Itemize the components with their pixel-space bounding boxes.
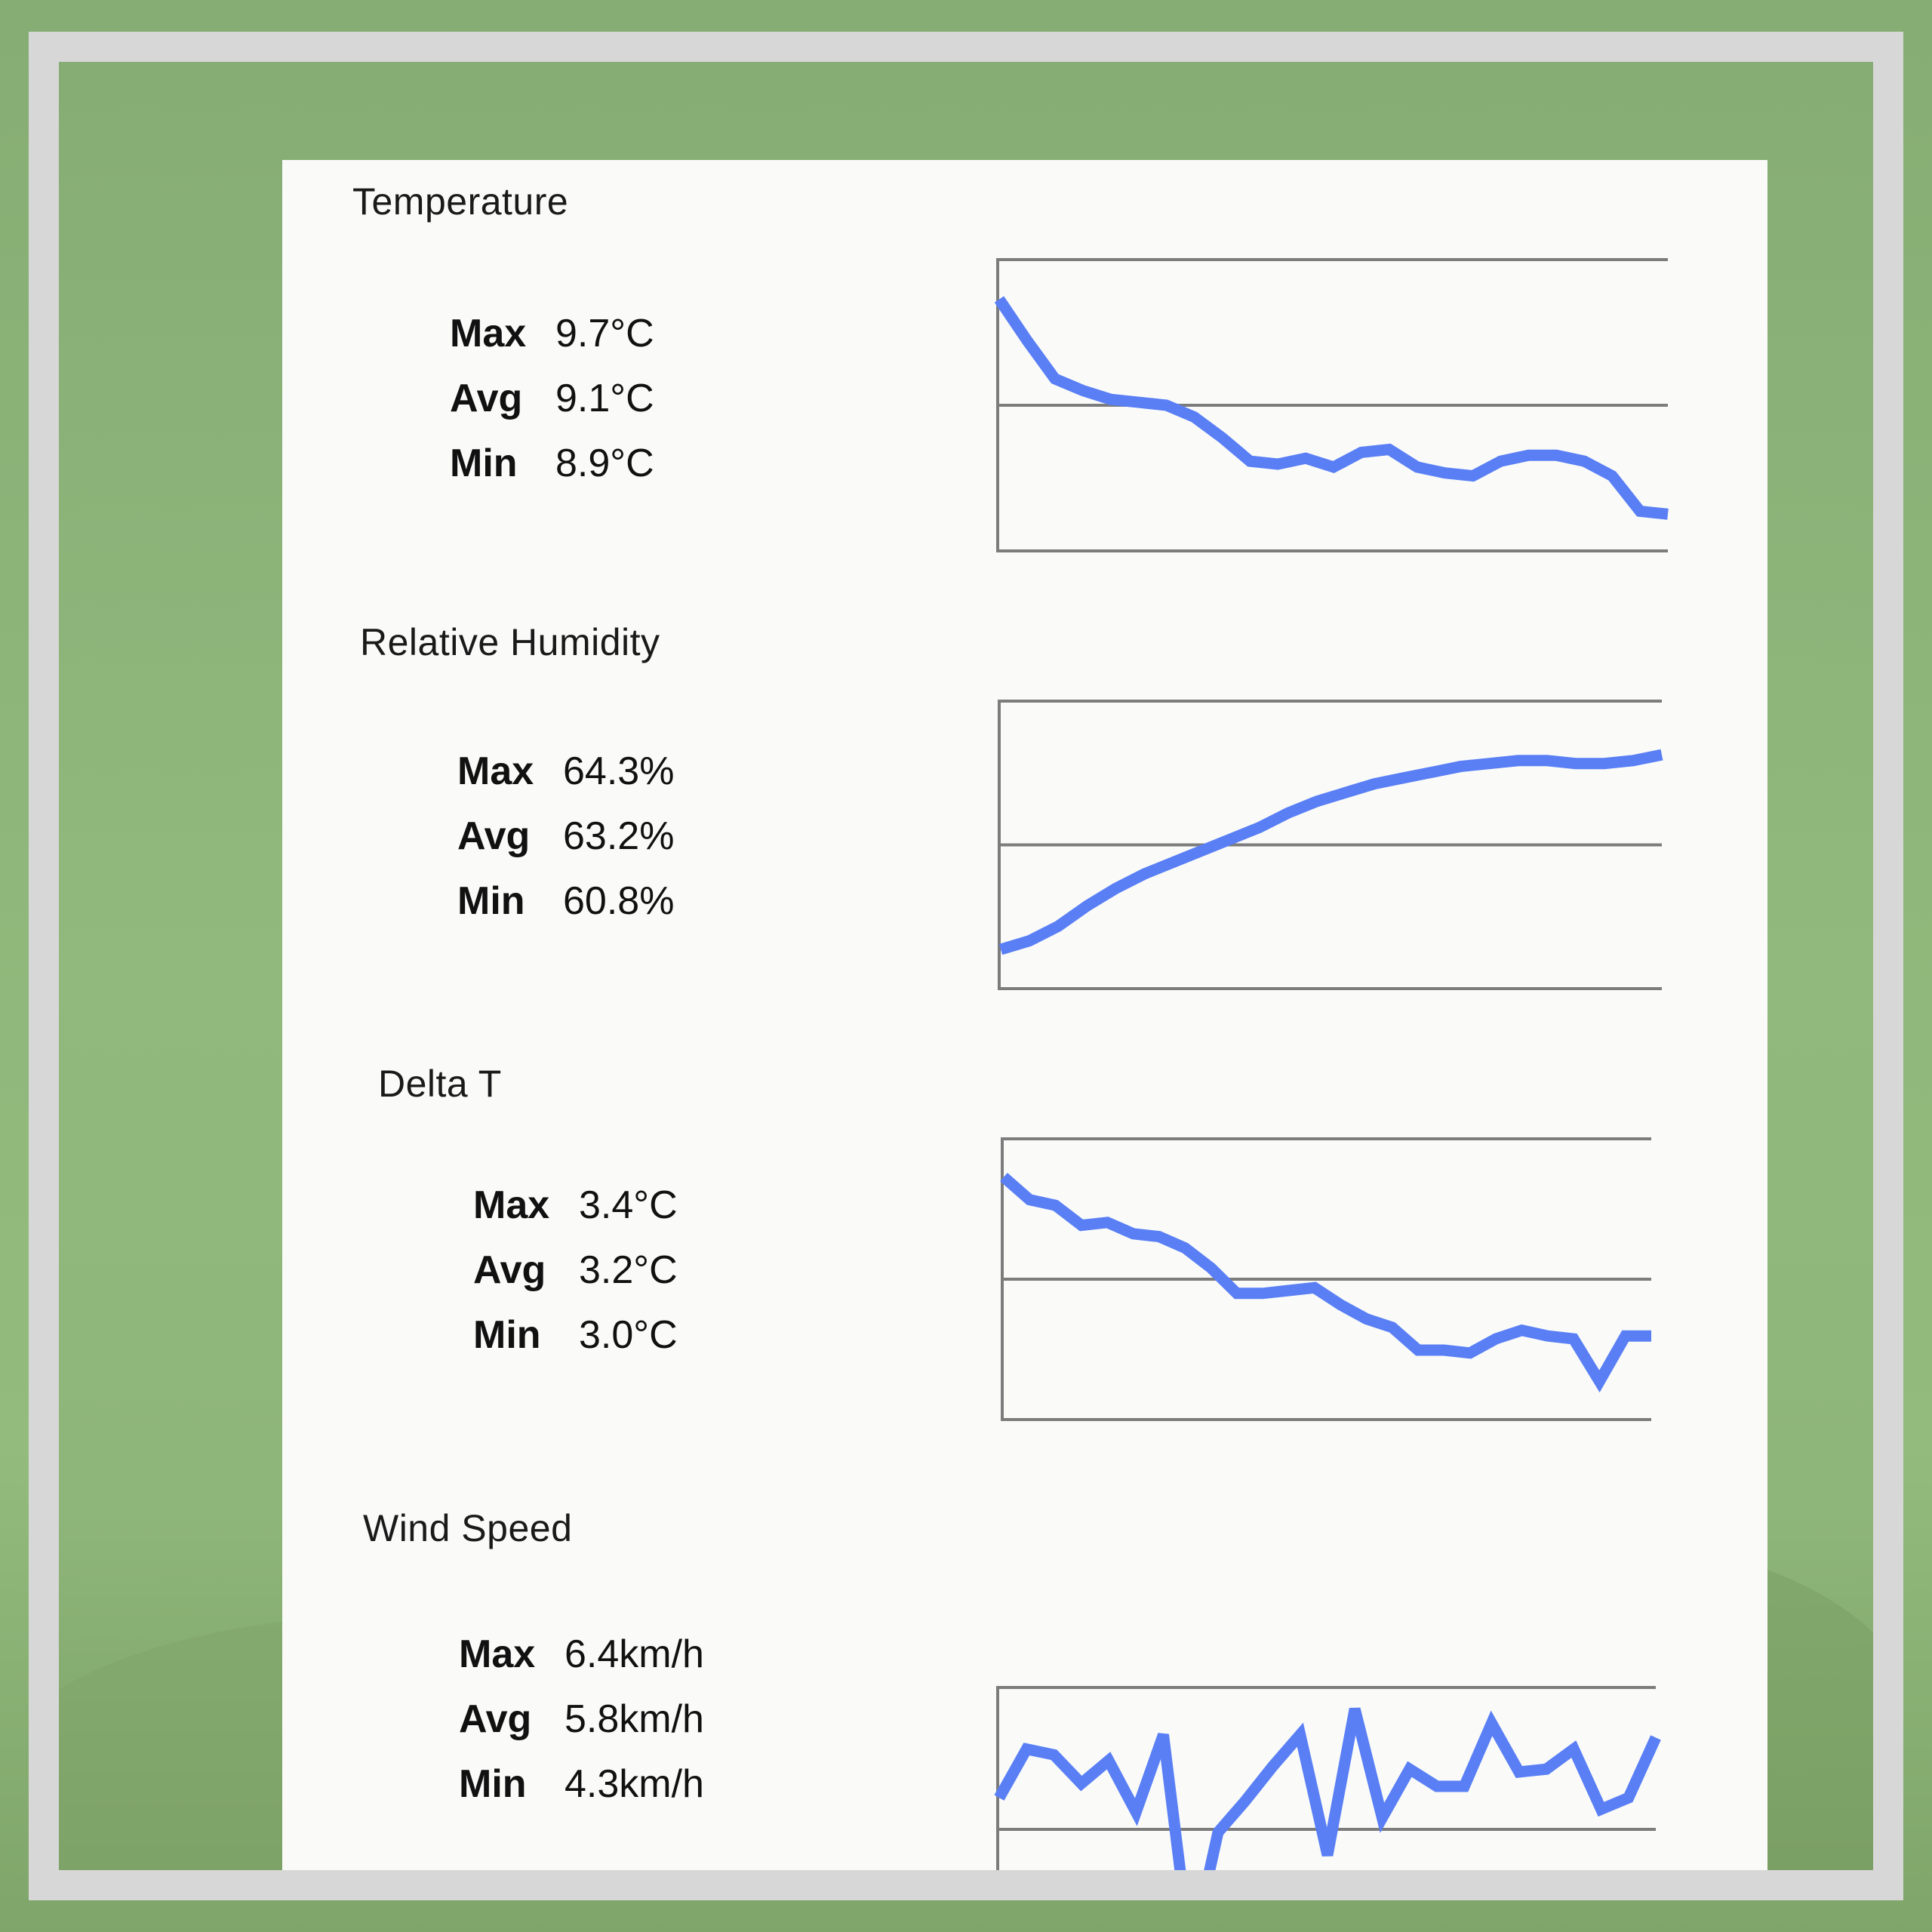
stat-label: Max bbox=[459, 1632, 536, 1676]
stat-value: 4.3km/h bbox=[565, 1762, 704, 1806]
series-line bbox=[1000, 1172, 1651, 1393]
stat-row-max: Max 9.7°C bbox=[450, 311, 654, 376]
temperature-section: Temperature Max 9.7°C Avg 9.1°C Min 8.9°… bbox=[282, 160, 1767, 598]
stats-block: Max 6.4km/h Avg 5.8km/h Min 4.3km/h bbox=[459, 1632, 704, 1826]
series-line bbox=[998, 749, 1663, 955]
stat-row-min: Min 8.9°C bbox=[450, 441, 654, 506]
stat-value: 9.1°C bbox=[555, 377, 654, 420]
delta-t-sparkline bbox=[1000, 1137, 1651, 1421]
stat-value: 3.4°C bbox=[579, 1183, 678, 1227]
stat-label: Avg bbox=[457, 814, 531, 858]
delta-t-section: Delta T Max 3.4°C Avg 3.2°C Min 3.0°C bbox=[282, 1039, 1767, 1481]
wind-speed-section: Wind Speed Max 6.4km/h Avg 5.8km/h Min 4… bbox=[282, 1481, 1767, 1870]
section-title: Wind Speed bbox=[363, 1507, 573, 1549]
temperature-sparkline bbox=[994, 258, 1669, 552]
stats-block: Max 3.4°C Avg 3.2°C Min 3.0°C bbox=[473, 1183, 678, 1377]
series-line bbox=[994, 296, 1669, 520]
stat-label: Min bbox=[450, 441, 518, 485]
stat-value: 63.2% bbox=[563, 814, 675, 858]
stat-row-avg: Avg 3.2°C bbox=[473, 1247, 678, 1312]
stat-row-avg: Avg 5.8km/h bbox=[459, 1697, 704, 1761]
stat-label: Max bbox=[473, 1183, 550, 1227]
stat-label: Min bbox=[459, 1762, 527, 1806]
stat-label: Min bbox=[457, 879, 525, 923]
stat-value: 5.8km/h bbox=[565, 1697, 704, 1741]
stat-value: 3.0°C bbox=[579, 1313, 678, 1357]
stat-value: 8.9°C bbox=[555, 441, 654, 485]
section-title: Temperature bbox=[352, 180, 569, 223]
stat-label: Avg bbox=[473, 1248, 546, 1292]
stat-row-avg: Avg 9.1°C bbox=[450, 376, 654, 441]
stat-value: 64.3% bbox=[563, 749, 675, 793]
humidity-sparkline bbox=[998, 700, 1663, 990]
stats-block: Max 9.7°C Avg 9.1°C Min 8.9°C bbox=[450, 311, 654, 506]
stat-row-max: Max 64.3% bbox=[457, 749, 674, 814]
stat-value: 60.8% bbox=[563, 879, 675, 923]
stat-label: Min bbox=[473, 1313, 541, 1357]
photo-frame: Temperature Max 9.7°C Avg 9.1°C Min 8.9°… bbox=[29, 32, 1903, 1900]
weather-summary-panel: Temperature Max 9.7°C Avg 9.1°C Min 8.9°… bbox=[282, 160, 1767, 1870]
wind-speed-sparkline bbox=[994, 1686, 1661, 1870]
stat-value: 6.4km/h bbox=[565, 1632, 704, 1676]
stat-row-max: Max 6.4km/h bbox=[459, 1632, 704, 1697]
stat-row-avg: Avg 63.2% bbox=[457, 814, 674, 878]
stat-row-min: Min 60.8% bbox=[457, 878, 674, 943]
stat-row-min: Min 4.3km/h bbox=[459, 1761, 704, 1826]
stat-value: 9.7°C bbox=[555, 312, 654, 355]
stat-label: Avg bbox=[450, 377, 523, 420]
section-title: Delta T bbox=[378, 1063, 502, 1105]
stats-block: Max 64.3% Avg 63.2% Min 60.8% bbox=[457, 749, 674, 943]
section-title: Relative Humidity bbox=[360, 621, 660, 663]
stat-value: 3.2°C bbox=[579, 1248, 678, 1292]
stat-label: Max bbox=[457, 749, 534, 793]
humidity-section: Relative Humidity Max 64.3% Avg 63.2% Mi… bbox=[282, 598, 1767, 1039]
stat-label: Avg bbox=[459, 1697, 532, 1741]
stat-label: Max bbox=[450, 312, 527, 355]
stat-row-max: Max 3.4°C bbox=[473, 1183, 678, 1247]
series-line bbox=[994, 1707, 1661, 1870]
stat-row-min: Min 3.0°C bbox=[473, 1312, 678, 1377]
